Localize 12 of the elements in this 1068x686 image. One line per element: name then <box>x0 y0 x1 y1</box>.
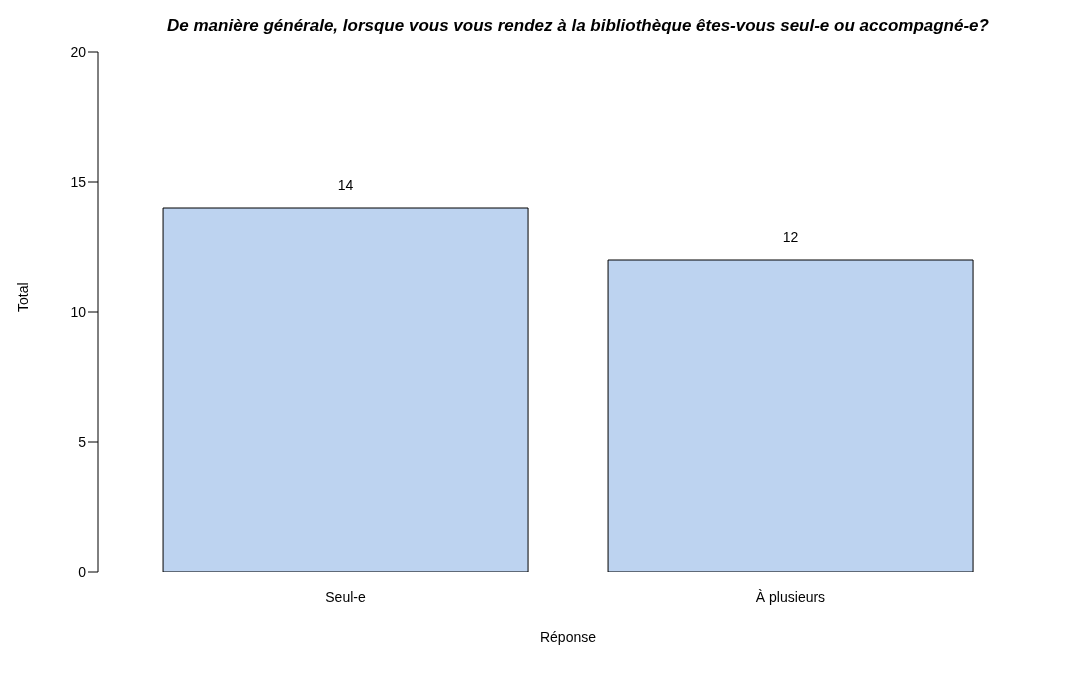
x-tick-label: À plusieurs <box>755 588 826 605</box>
y-axis-title: Total <box>14 282 31 312</box>
chart-title: De manière générale, lorsque vous vous rendez à la bibliothèque êtes-vous seul-e ou accompagné-e? <box>166 16 990 36</box>
y-tick-label: 20 <box>70 43 87 60</box>
data-label: 12 <box>782 229 799 245</box>
y-tick-label: 15 <box>70 173 87 190</box>
y-tick-label: 10 <box>70 303 87 320</box>
y-tick-label: 0 <box>78 563 87 580</box>
x-axis-title: Réponse <box>539 629 597 645</box>
y-tick-label: 5 <box>78 433 87 450</box>
data-label: 14 <box>337 177 354 193</box>
x-tick-label: Seul-e <box>325 588 366 605</box>
